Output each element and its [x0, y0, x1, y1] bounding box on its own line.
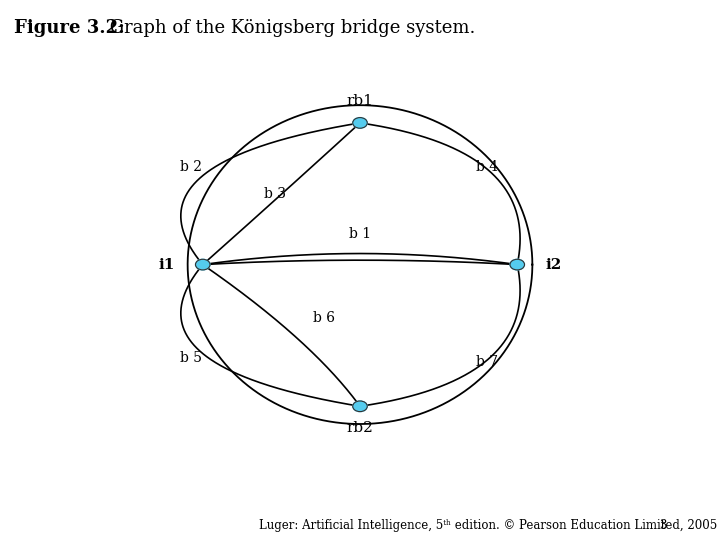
Text: b 4: b 4 [476, 160, 498, 174]
Text: rb2: rb2 [346, 421, 374, 435]
Circle shape [353, 401, 367, 411]
Text: b 7: b 7 [476, 355, 498, 369]
Circle shape [196, 259, 210, 270]
Text: b 1: b 1 [349, 227, 371, 241]
Text: i2: i2 [546, 258, 562, 272]
Text: b 3: b 3 [264, 187, 287, 201]
Circle shape [353, 118, 367, 128]
Text: Luger: Artificial Intelligence, 5ᵗʰ edition. © Pearson Education Limited, 2005: Luger: Artificial Intelligence, 5ᵗʰ edit… [259, 519, 717, 532]
Text: rb1: rb1 [346, 94, 374, 108]
Text: i1: i1 [158, 258, 175, 272]
Text: Graph of the Königsberg bridge system.: Graph of the Königsberg bridge system. [104, 19, 476, 37]
Text: b 5: b 5 [180, 350, 202, 365]
Text: 3: 3 [659, 519, 666, 532]
Circle shape [510, 259, 524, 270]
Text: b 6: b 6 [312, 310, 335, 325]
Text: b 2: b 2 [180, 160, 202, 174]
Text: Figure 3.2:: Figure 3.2: [14, 19, 125, 37]
